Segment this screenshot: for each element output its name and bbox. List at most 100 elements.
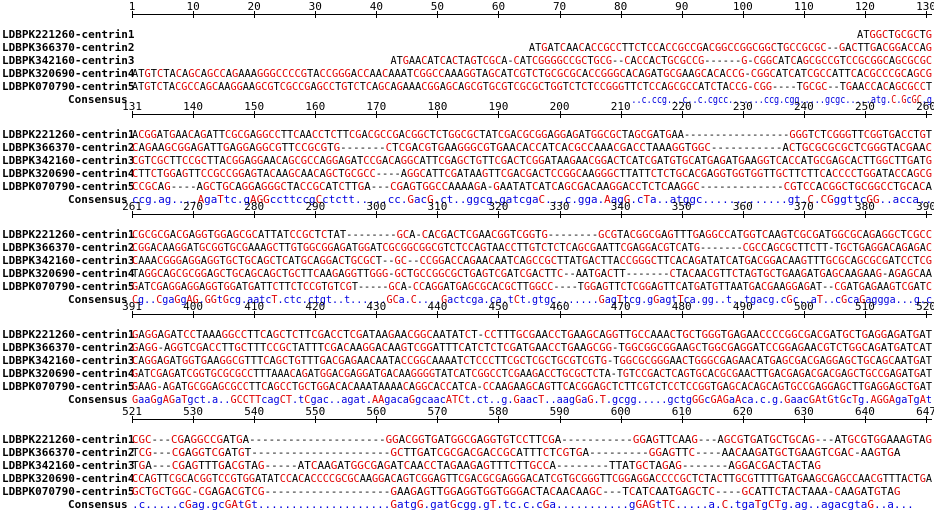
ruler-tick [681, 416, 683, 423]
sequence-row: LDBPK320690-centrin4 ATGTCTACAGCAGCCAGAAA… [0, 67, 934, 80]
ruler-tick [437, 416, 439, 423]
ruler-tick [254, 416, 256, 423]
ruler-tick [498, 211, 500, 218]
sequence-text: Cg..CgaGgAG.GGtGcg.aatcT.ctc.ctgt..t....… [132, 293, 932, 306]
sequence-label: Consensus [68, 293, 128, 306]
ruler-tick [803, 11, 805, 18]
ruler-tick [315, 111, 317, 118]
ruler-tick [376, 211, 378, 218]
sequence-row: LDBPK320690-centrin4 GATCGAGATCGGTGCGCGCC… [0, 367, 934, 380]
ruler-label: 640 [855, 405, 875, 418]
ruler-label: 540 [244, 405, 265, 418]
ruler-label: 510 [855, 300, 875, 313]
sequence-text: TGA---CGAGTTTGACGTAG-----ATCAAGATGGCGAGA… [132, 459, 821, 472]
ruler-label: 100 [732, 0, 753, 13]
ruler-tick [254, 111, 256, 118]
sequence-label: LDBPK366370-centrin2 [2, 241, 135, 254]
sequence-label: LDBPK221260-centrin1 [2, 228, 135, 241]
sequence-row: LDBPK366370-centrin2 GAGG-AGGTCGACCTTGCTT… [0, 341, 934, 354]
ruler-tick [132, 416, 133, 423]
ruler-tick [498, 11, 500, 18]
ruler-label: 590 [549, 405, 570, 418]
sequence-label: LDBPK221260-centrin1 [2, 328, 135, 341]
ruler-tick [620, 11, 622, 18]
ruler-tick [926, 416, 927, 423]
ruler-tick [864, 311, 866, 318]
sequence-text: .c.....cGag.gcGAtGt....................G… [132, 498, 914, 511]
sequence-row: LDBPK221260-centrin1 GAGGAGATCCTAAAGGCCTT… [0, 328, 934, 341]
ruler-tick [376, 11, 378, 18]
ruler-tick [620, 111, 622, 118]
sequence-label: LDBPK070790-centrin5 [2, 485, 135, 498]
alignment-block: 261 270 280 290 300 310 320 330 340 350 360 370 380 3… [0, 200, 934, 316]
ruler-label: 570 [427, 405, 448, 418]
ruler-tick [864, 211, 866, 218]
ruler-label: 310 [427, 200, 448, 213]
ruler-tick [681, 11, 683, 18]
ruler-tick [803, 311, 805, 318]
sequence-row: LDBPK221260-centrin1 CGC---CGAGGCCGATGA--… [0, 433, 934, 446]
ruler-label: 70 [552, 0, 567, 13]
sequence-label: LDBPK221260-centrin1 [2, 433, 135, 446]
ruler-label: 90 [675, 0, 689, 13]
ruler-label: 647 [916, 405, 934, 418]
ruler-label: 530 [183, 405, 204, 418]
ruler-label: 160 [305, 100, 326, 113]
sequence-row: LDBPK366370-centrin2 CAGAAGCGGAGATTGAGGAG… [0, 141, 934, 154]
ruler-tick [437, 11, 439, 18]
ruler-label: 610 [671, 405, 692, 418]
ruler-label: 150 [244, 100, 265, 113]
ruler-tick [193, 311, 195, 318]
ruler-tick [315, 211, 317, 218]
sequence-row: LDBPK320690-centrin4 CTTCTGGAGTTCCGCCGGAG… [0, 167, 934, 180]
ruler-tick [559, 211, 561, 218]
sequence-row: LDBPK221260-centrin1 ATGGCTGCGCTG [0, 28, 934, 41]
ruler-label: 140 [183, 100, 204, 113]
ruler-tick [193, 11, 195, 18]
ruler-line [132, 14, 932, 15]
ruler-label: 210 [610, 100, 631, 113]
sequence-text: ATGTCTACAGCAGCCAGAAAGGGCCCCGTACCGGGACCAA… [132, 67, 932, 80]
sequence-row: LDBPK070790-centrin5 ATGTCTACGCCAGCAAGGAA… [0, 80, 934, 93]
ruler-tick [254, 11, 256, 18]
ruler-tick [193, 111, 195, 118]
ruler-label: 521 [122, 405, 142, 418]
ruler-tick [926, 111, 927, 118]
ruler-tick [681, 311, 683, 318]
sequence-label: LDBPK366370-centrin2 [2, 341, 135, 354]
ruler-label: 131 [122, 100, 142, 113]
ruler-label: 390 [916, 200, 934, 213]
ruler-label: 200 [549, 100, 570, 113]
sequence-label: LDBPK342160-centrin3 [2, 254, 135, 267]
sequence-text: CCGCAG----AGCTGCAGGAGGGCTACCGCATCTTGA---… [132, 180, 932, 193]
ruler-label: 410 [244, 300, 265, 313]
ruler-tick [498, 311, 500, 318]
sequence-label: LDBPK366370-centrin2 [2, 41, 135, 54]
ruler-tick [803, 211, 805, 218]
sequence-text: ACGGATGAACAGATTCGCGAGGCCTTCAACCTCTTCGACG… [132, 128, 932, 141]
sequence-text: GAGGAGATCCTAAAGGCCTTCAGCTCTTCGACCTCGATAA… [132, 328, 932, 341]
sequence-text: ATGTCTACGCCAGCAAGGAAGCGTCGCCGAGCCTGTCTCA… [132, 80, 932, 93]
ruler-tick [315, 416, 317, 423]
ruler-tick [559, 416, 561, 423]
sequence-text: GCTGCTGGC-CGAGACGTCG-------------------G… [132, 485, 901, 498]
ruler-label: 220 [671, 100, 692, 113]
ruler-label: 180 [427, 100, 448, 113]
ruler-label: 261 [122, 200, 142, 213]
sequence-label: LDBPK342160-centrin3 [2, 459, 135, 472]
sequence-label: Consensus [68, 393, 128, 406]
alignment-block: 1 10 20 30 40 50 60 70 80 90 100 110 120 130 LDBPK2212… [0, 0, 934, 116]
ruler-label: 490 [732, 300, 753, 313]
alignment-block: 391 400 410 420 430 440 450 460 470 480 490 500 510 5… [0, 300, 934, 416]
ruler-tick [926, 211, 927, 218]
ruler-tick [926, 311, 927, 318]
sequence-text: CGC---CGAGGCCGATGA---------------------G… [132, 433, 932, 446]
sequence-text: TCG---CGAGGTCGATGT---------------------G… [132, 446, 901, 459]
sequence-row: LDBPK342160-centrin3 CAAACGGGAGGAGGTGCTGC… [0, 254, 934, 267]
sequence-text: CGTCGCTTCCGCTTACGGAGGAACAGCGCCAGGAGATCCG… [132, 154, 932, 167]
sequence-label: LDBPK320690-centrin4 [2, 367, 135, 380]
ruler-line [132, 314, 932, 315]
sequence-label: LDBPK070790-centrin5 [2, 380, 135, 393]
ruler-tick [132, 111, 133, 118]
sequence-text: CAGAAGCGGAGATTGAGGAGGCGTTCCGCGTG-------C… [132, 141, 932, 154]
